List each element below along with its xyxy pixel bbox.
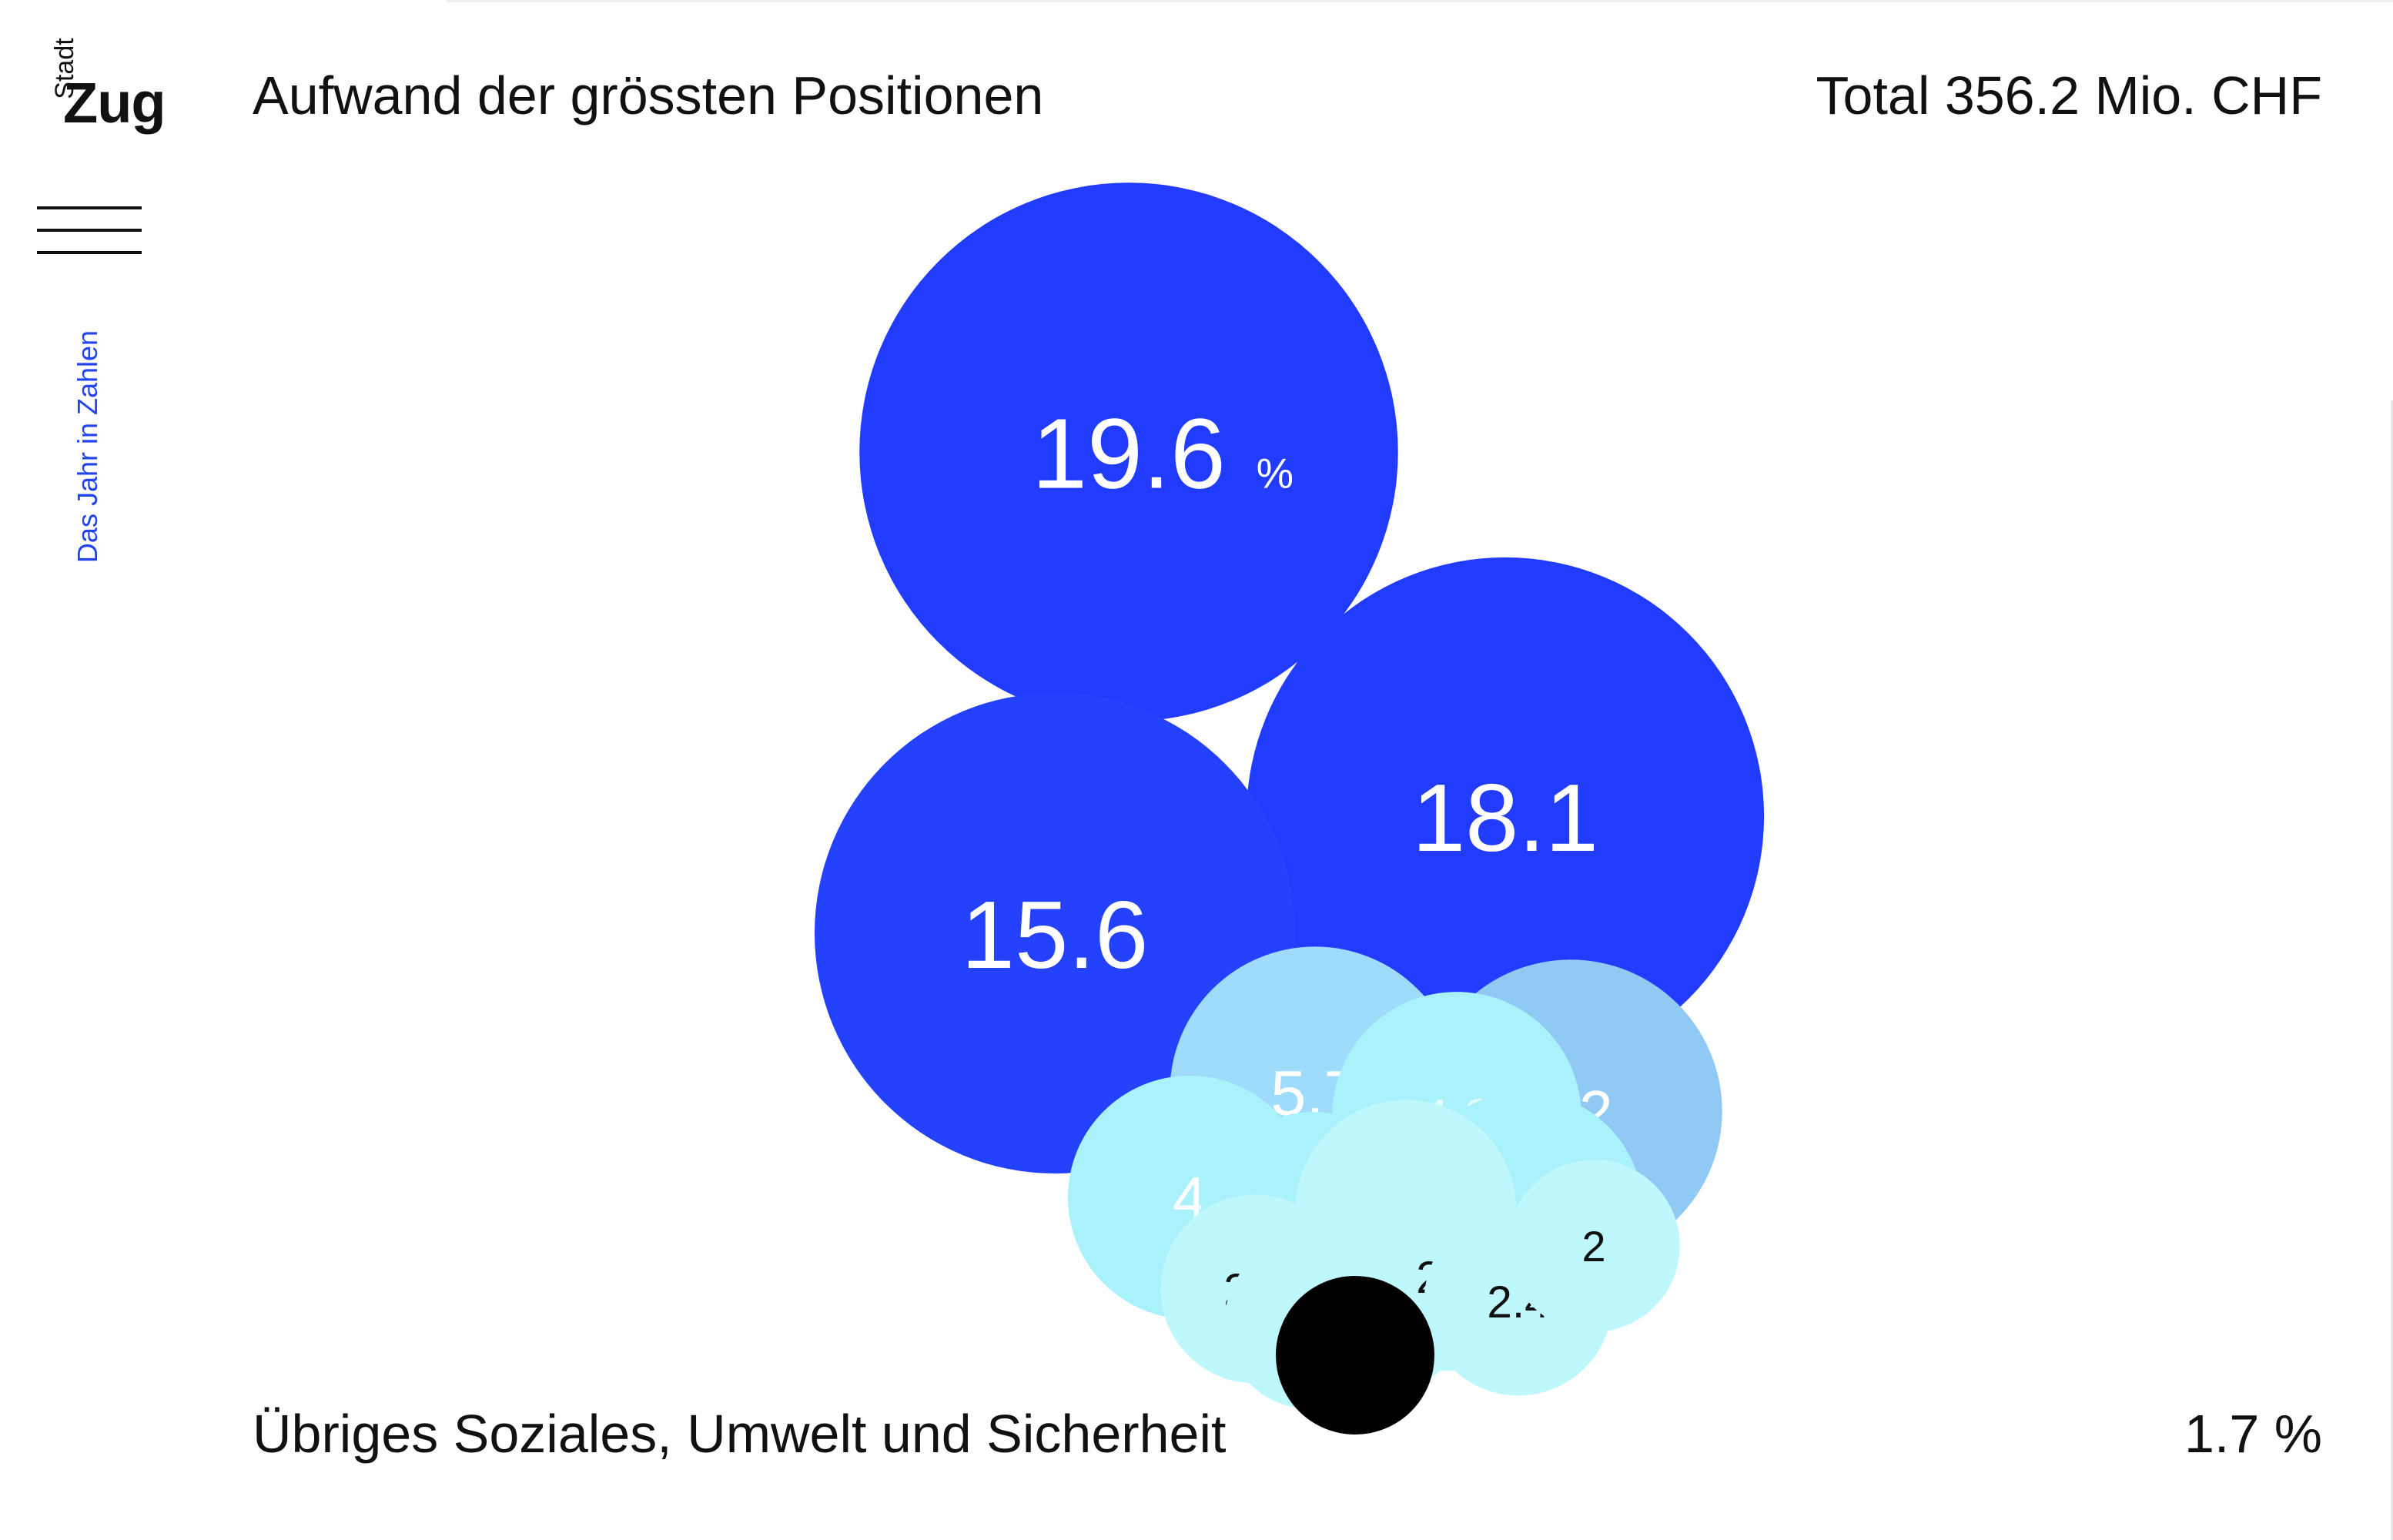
bubble-label-b1: 19.6 bbox=[1032, 399, 1226, 510]
bubble-b17[interactable] bbox=[1275, 1275, 1435, 1435]
bubble-b2[interactable] bbox=[1246, 557, 1765, 1076]
bubble-b1[interactable] bbox=[859, 182, 1398, 721]
selected-category-label: Übriges Soziales, Umwelt und Sicherheit bbox=[253, 1404, 1227, 1464]
bubble-label-b3: 15.6 bbox=[962, 882, 1149, 989]
chart-title: Aufwand der grössten Positionen bbox=[253, 65, 1044, 126]
chart-total: Total 356.2 Mio. CHF bbox=[1816, 65, 2322, 126]
bubble-b15[interactable] bbox=[1508, 1160, 1680, 1332]
bubble-label-b2: 18.1 bbox=[1412, 765, 1598, 872]
bubble-unit-b1: % bbox=[1257, 450, 1294, 497]
logo-name: Zug bbox=[63, 71, 166, 135]
bubble-b3[interactable] bbox=[814, 692, 1296, 1174]
logo[interactable]: Stadt Zug bbox=[31, 34, 177, 142]
top-border-line bbox=[447, 0, 2393, 2]
bubble-label-b15: 2 bbox=[1581, 1222, 1605, 1270]
hamburger-menu-icon[interactable] bbox=[37, 206, 142, 254]
selected-category-value: 1.7 % bbox=[2184, 1404, 2322, 1464]
right-border-line bbox=[2391, 400, 2393, 1540]
